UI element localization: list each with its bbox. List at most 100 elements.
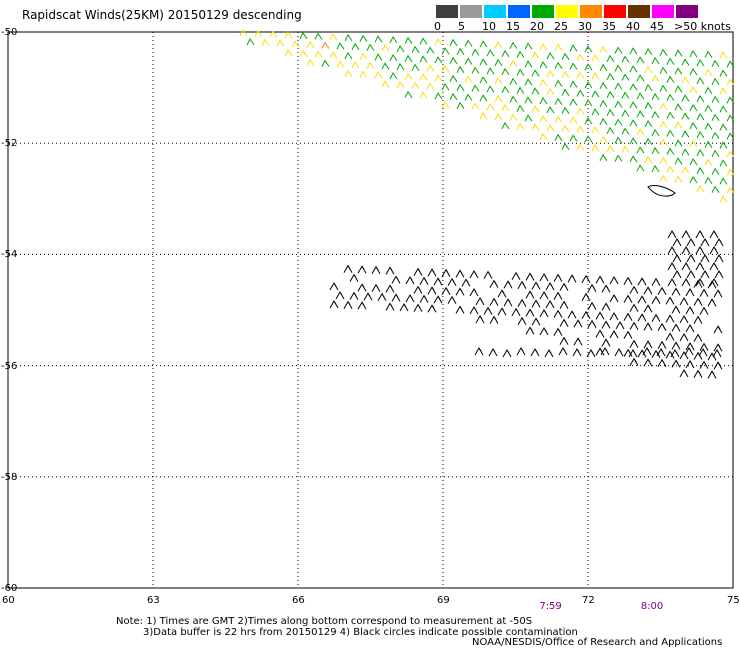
- wind-barb: [644, 65, 653, 74]
- wind-barb: [726, 60, 735, 68]
- wind-barb: [483, 270, 493, 279]
- wind-barb: [517, 280, 527, 290]
- wind-barb: [486, 103, 495, 111]
- wind-barbs-orange: [321, 41, 330, 49]
- wind-barb: [545, 299, 555, 309]
- wind-barb: [614, 118, 623, 126]
- wind-barb: [544, 348, 554, 358]
- legend-swatch: [676, 5, 698, 18]
- wind-barb: [336, 60, 345, 68]
- wind-barb: [434, 38, 443, 46]
- wind-barb: [576, 107, 585, 115]
- wind-barb: [695, 277, 705, 287]
- wind-barb: [651, 295, 661, 305]
- wind-barb: [711, 59, 720, 67]
- wind-barb: [405, 275, 415, 285]
- legend-swatch: [556, 5, 578, 18]
- wind-barb: [713, 289, 723, 298]
- wind-barb: [689, 122, 698, 130]
- wind-barb: [693, 315, 703, 324]
- wind-barb: [389, 72, 398, 80]
- wind-barb: [674, 139, 683, 147]
- wind-barb: [601, 320, 611, 329]
- wind-barb: [636, 110, 645, 118]
- wind-barb: [554, 133, 563, 141]
- wind-barb: [584, 81, 593, 89]
- wind-barb: [707, 370, 717, 379]
- wind-barb: [479, 40, 488, 48]
- y-tick-label: -54: [1, 249, 18, 261]
- wind-barb: [546, 70, 555, 78]
- wind-barb: [494, 112, 503, 121]
- legend-label: 5: [458, 20, 465, 33]
- wind-barb: [644, 101, 653, 110]
- wind-barb: [329, 299, 339, 309]
- time-label: 7:59: [539, 601, 562, 612]
- wind-barb: [666, 165, 675, 173]
- wind-barb: [726, 114, 735, 122]
- wind-barb: [696, 167, 705, 175]
- wind-barb: [344, 69, 353, 78]
- wind-barb: [629, 101, 638, 109]
- wind-barb: [629, 65, 638, 73]
- wind-barb: [714, 269, 724, 279]
- wind-barb: [606, 126, 615, 135]
- wind-barb: [609, 311, 619, 321]
- wind-barb: [643, 322, 653, 331]
- contamination-circle: [647, 185, 676, 197]
- wind-barb: [704, 86, 713, 94]
- wind-barb: [531, 105, 540, 113]
- wind-barb: [524, 114, 533, 122]
- wind-barb: [314, 50, 323, 58]
- wind-barb: [531, 69, 540, 77]
- wind-barb: [615, 320, 625, 330]
- wind-barb: [601, 284, 611, 293]
- wind-barb: [456, 47, 465, 56]
- wind-barb: [709, 229, 719, 239]
- wind-barb: [699, 342, 709, 351]
- wind-barb: [329, 51, 338, 59]
- wind-barbs-green: [246, 31, 735, 193]
- wind-barb: [672, 237, 682, 247]
- wind-barb: [351, 42, 360, 51]
- wind-barb: [396, 45, 405, 53]
- wind-barb: [711, 77, 720, 85]
- wind-barb: [456, 65, 465, 74]
- note-line-2: 3)Data buffer is 22 hrs from 20150129 4)…: [143, 627, 578, 638]
- grid-lines: [7, 31, 734, 589]
- wind-barb: [539, 326, 549, 336]
- wind-barb: [509, 95, 518, 103]
- wind-barb: [595, 329, 605, 338]
- wind-barb: [726, 150, 735, 158]
- wind-barb: [419, 276, 429, 285]
- legend-swatch: [652, 5, 674, 18]
- wind-barb: [488, 347, 498, 357]
- wind-barb: [651, 349, 661, 359]
- wind-barb: [516, 104, 525, 112]
- wind-barb: [464, 93, 473, 101]
- wind-barb: [665, 296, 675, 305]
- wind-barb: [629, 137, 638, 145]
- wind-barb: [525, 326, 535, 335]
- wind-barb: [637, 277, 647, 286]
- wind-barb: [685, 359, 695, 369]
- wind-barb: [349, 291, 359, 300]
- wind-barb: [497, 307, 507, 316]
- wind-barb: [471, 66, 480, 74]
- wind-barb: [576, 125, 585, 133]
- wind-barb: [674, 85, 683, 93]
- wind-barb: [671, 305, 681, 314]
- wind-barb: [636, 92, 645, 100]
- wind-barb: [546, 52, 555, 60]
- wind-barb: [524, 78, 533, 86]
- wind-barb: [659, 138, 668, 146]
- wind-barb: [689, 86, 698, 94]
- wind-barb: [719, 195, 728, 203]
- wind-barb: [299, 31, 308, 40]
- wind-barb: [389, 54, 398, 62]
- wind-barb: [546, 124, 555, 132]
- wind-barb: [681, 261, 691, 271]
- wind-barb: [449, 56, 458, 65]
- wind-barb: [419, 55, 428, 63]
- wind-barb: [666, 57, 675, 65]
